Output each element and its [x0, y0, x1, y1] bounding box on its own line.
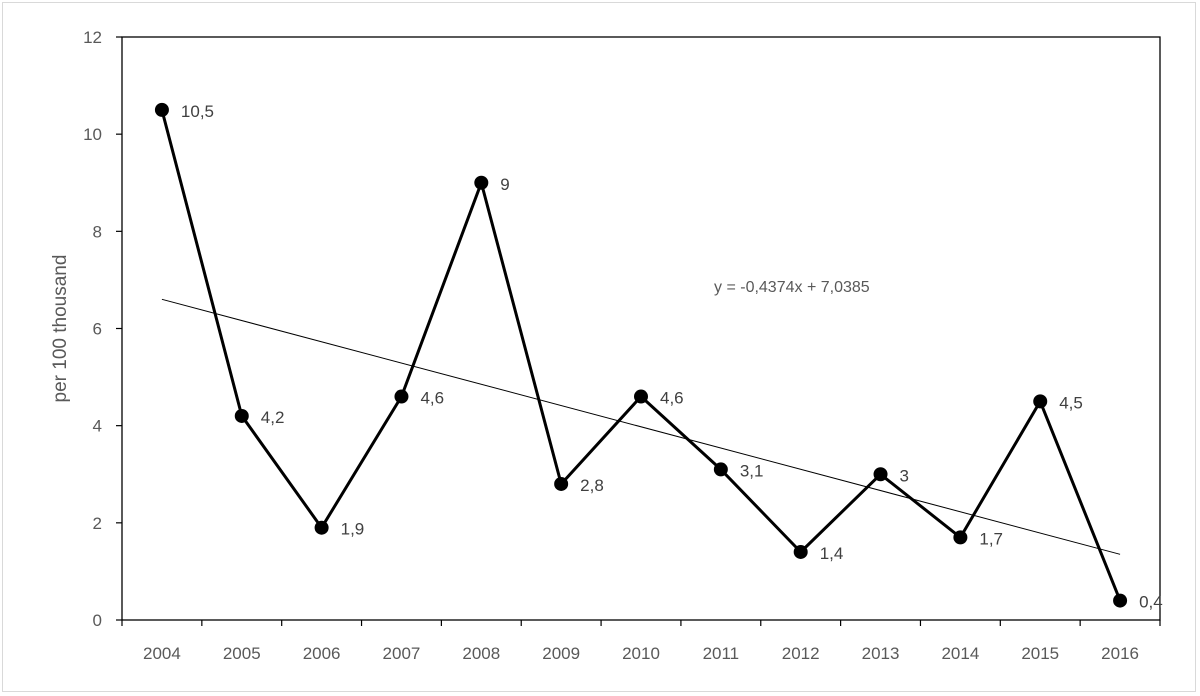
trendline-group [161, 298, 1121, 555]
y-tick-label: 6 [93, 320, 102, 339]
data-point [953, 530, 968, 545]
data-point [394, 389, 409, 404]
x-tick-label: 2005 [223, 644, 261, 663]
x-tick-label: 2016 [1101, 644, 1139, 663]
trendline [161, 298, 1121, 555]
data-label: 9 [500, 175, 509, 194]
x-tick-label: 2004 [143, 644, 181, 663]
y-tick-label: 10 [83, 125, 102, 144]
data-point [793, 544, 808, 559]
data-label: 4,6 [420, 389, 444, 408]
data-label: 1,4 [820, 544, 844, 563]
data-point [154, 102, 169, 117]
y-axis-label: per 100 thousand [50, 255, 71, 403]
data-point [474, 175, 489, 190]
x-tick-labels: 2004 2005 2006 2007 2008 2009 2010 2011 2012 2013… [143, 644, 1139, 663]
series-group [154, 102, 1128, 608]
data-label: 2,8 [580, 476, 604, 495]
series-line [160, 109, 1122, 602]
data-labels: 10,5 4,2 1,9 4,6 9 2,8 4,6 3,1 1,4 3 1,7 4,5 0,4 [181, 102, 1163, 612]
data-point [1113, 593, 1128, 608]
y-tick-label: 4 [93, 417, 102, 436]
data-label: 3,1 [740, 461, 764, 480]
x-tick-label: 2006 [303, 644, 341, 663]
data-label: 4,6 [660, 389, 684, 408]
data-label: 4,2 [261, 408, 285, 427]
y-tick-label: 0 [93, 611, 102, 630]
x-tick-label: 2009 [542, 644, 580, 663]
data-point [234, 408, 249, 423]
y-tick-label: 2 [93, 514, 102, 533]
data-point [554, 476, 569, 491]
x-tick-label: 2015 [1021, 644, 1059, 663]
data-label: 10,5 [181, 102, 214, 121]
x-tick-label: 2013 [862, 644, 900, 663]
x-tick-label: 2011 [703, 644, 740, 663]
data-label: 1,9 [341, 520, 365, 539]
data-point [634, 389, 648, 404]
data-label: 4,5 [1059, 393, 1083, 412]
x-tick-label: 2007 [383, 644, 421, 663]
data-point [873, 467, 888, 482]
x-tick-label: 2012 [782, 644, 820, 663]
data-point [1033, 394, 1048, 409]
x-tick-label: 2008 [462, 644, 500, 663]
trendline-equation: y = -0,4374x + 7,0385 [714, 279, 870, 296]
y-tick-labels: 0 2 4 6 8 10 12 [83, 28, 102, 630]
y-tick-label: 12 [83, 28, 102, 47]
data-point [314, 520, 329, 535]
x-tick-label: 2014 [941, 644, 979, 663]
data-point [713, 462, 728, 477]
data-label: 1,7 [979, 529, 1003, 548]
data-label: 0,4 [1139, 593, 1163, 612]
x-tick-label: 2010 [622, 644, 660, 663]
axes [116, 36, 1161, 626]
y-tick-label: 8 [93, 222, 102, 241]
data-label: 3 [900, 466, 909, 485]
plot-area-border [121, 36, 1161, 621]
